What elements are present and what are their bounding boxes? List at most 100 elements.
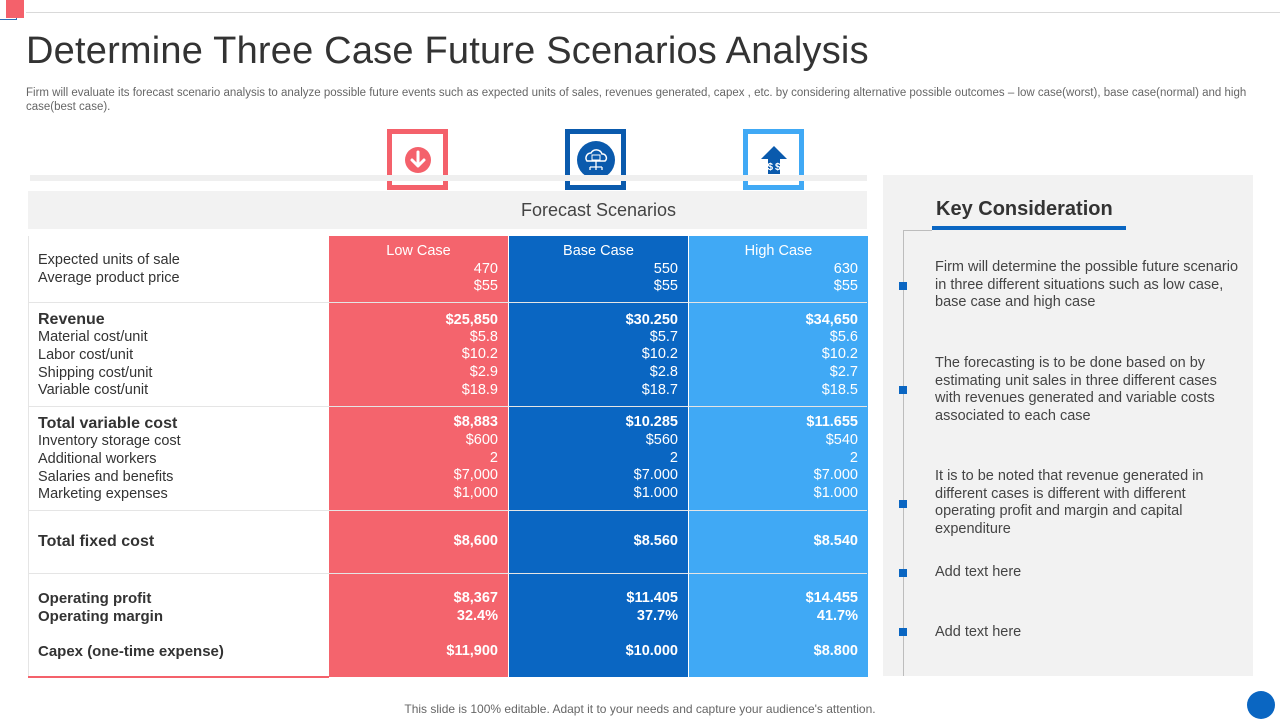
low-case-value: $18.9 [461, 382, 498, 398]
footer-note: This slide is 100% editable. Adapt it to… [404, 702, 876, 716]
row-divider [28, 510, 867, 511]
row-label: Capex (one-time expense) [38, 643, 224, 660]
base-case-value: $11.405 [626, 590, 678, 606]
consideration-item: Add text here [935, 624, 1022, 640]
column-divider [688, 236, 689, 677]
arrow-down-icon [404, 146, 431, 173]
key-consideration-panel [883, 175, 1253, 676]
low-case-value: $8,367 [453, 590, 498, 606]
row-label: Salaries and benefits [38, 469, 174, 485]
high-case-value: 41.7% [816, 608, 858, 624]
low-case-value: $1,000 [453, 485, 498, 501]
base-case-value: $7.000 [633, 467, 678, 483]
base-case-icon-box [565, 129, 626, 190]
header-accent-bar [30, 175, 867, 181]
base-case-value: $10.2 [641, 346, 678, 362]
key-consideration-title: Key Consideration [936, 198, 1113, 220]
high-case-value: 2 [849, 450, 858, 466]
low-case-value: $5.8 [469, 329, 498, 345]
row-label: Inventory storage cost [38, 433, 181, 449]
high-case-value: $540 [825, 432, 858, 448]
label-column-underline [28, 676, 329, 678]
low-case-column [329, 236, 508, 677]
base-case-value: $2.8 [649, 364, 678, 380]
column-header-low: Low Case [386, 243, 451, 259]
label-column [28, 236, 329, 677]
svg-text:$: $ [767, 162, 773, 173]
timeline-connector [903, 230, 932, 231]
row-divider [28, 302, 867, 303]
high-case-value: $2.7 [829, 364, 858, 380]
low-case-value: $8,600 [453, 533, 498, 549]
low-case-value: $25,850 [445, 312, 498, 328]
high-case-value: $18.5 [821, 382, 858, 398]
row-label: Revenue [38, 311, 105, 328]
money-arrow-up-icon: $ $ [760, 145, 787, 174]
row-label: Variable cost/unit [38, 382, 149, 398]
high-case-value: $11.655 [806, 414, 858, 430]
row-label: Material cost/unit [38, 329, 148, 345]
high-case-value: $8.540 [813, 533, 858, 549]
base-case-value: 2 [669, 450, 678, 466]
low-case-value: $600 [465, 432, 498, 448]
bullet-marker [899, 500, 907, 508]
base-case-value: 550 [653, 261, 678, 277]
high-case-value: $1.000 [813, 485, 858, 501]
base-case-column [509, 236, 688, 677]
high-case-value: $8.800 [813, 643, 858, 659]
base-case-value: $55 [653, 278, 678, 294]
bullet-marker [899, 282, 907, 290]
base-case-value: $8.560 [633, 533, 678, 549]
top-rule [26, 12, 1280, 13]
timeline-line [903, 230, 904, 676]
low-case-value: 32.4% [456, 608, 498, 624]
key-consideration-underline [932, 226, 1126, 230]
high-case-value: 630 [833, 261, 858, 277]
base-case-value: $30.250 [625, 312, 678, 328]
bullet-marker [899, 386, 907, 394]
high-case-value: $10.2 [821, 346, 858, 362]
bullet-marker [899, 628, 907, 636]
low-case-value: 470 [473, 261, 498, 277]
base-case-value: $10.000 [625, 643, 678, 659]
column-header-high: High Case [744, 243, 813, 259]
consideration-item: It is to be noted that revenue generated… [935, 468, 1204, 537]
corner-red-square [6, 0, 24, 18]
consideration-item: The forecasting is to be done based on b… [935, 355, 1217, 424]
row-label: Total fixed cost [38, 533, 155, 550]
forecast-header-band [28, 191, 867, 229]
cloud-network-icon [576, 140, 615, 179]
consideration-item: Firm will determine the possible future … [935, 259, 1239, 310]
high-case-value: $14.455 [805, 590, 858, 606]
column-header-base: Base Case [563, 243, 634, 259]
base-case-value: $10.285 [625, 414, 678, 430]
low-case-value: $55 [473, 278, 498, 294]
low-case-value: 2 [489, 450, 498, 466]
row-label: Expected units of sale [38, 252, 180, 268]
row-label: Marketing expenses [38, 486, 168, 502]
low-case-value: $2.9 [469, 364, 498, 380]
low-case-value: $7,000 [453, 467, 498, 483]
page-subtitle: Firm will evaluate its forecast scenario… [26, 87, 1247, 113]
low-case-value: $11,900 [446, 643, 498, 659]
svg-text:$: $ [775, 162, 781, 173]
row-label: Operating margin [38, 608, 164, 625]
row-label: Labor cost/unit [38, 347, 134, 363]
row-label: Shipping cost/unit [38, 365, 153, 381]
high-case-value: $7.000 [813, 467, 858, 483]
page-title: Determine Three Case Future Scenarios An… [26, 30, 869, 72]
high-case-column [689, 236, 868, 677]
base-case-value: $5.7 [649, 329, 678, 345]
column-divider [508, 236, 509, 677]
row-divider [28, 573, 867, 574]
base-case-value: $1.000 [633, 485, 678, 501]
base-case-value: $560 [645, 432, 678, 448]
bullet-marker [899, 569, 907, 577]
row-label: Operating profit [38, 590, 152, 607]
low-case-value: $8,883 [453, 414, 498, 430]
row-label: Average product price [38, 270, 180, 286]
high-case-value: $5.6 [829, 329, 858, 345]
base-case-value: 37.7% [636, 608, 678, 624]
row-divider [28, 406, 867, 407]
consideration-item: Add text here [935, 564, 1022, 580]
